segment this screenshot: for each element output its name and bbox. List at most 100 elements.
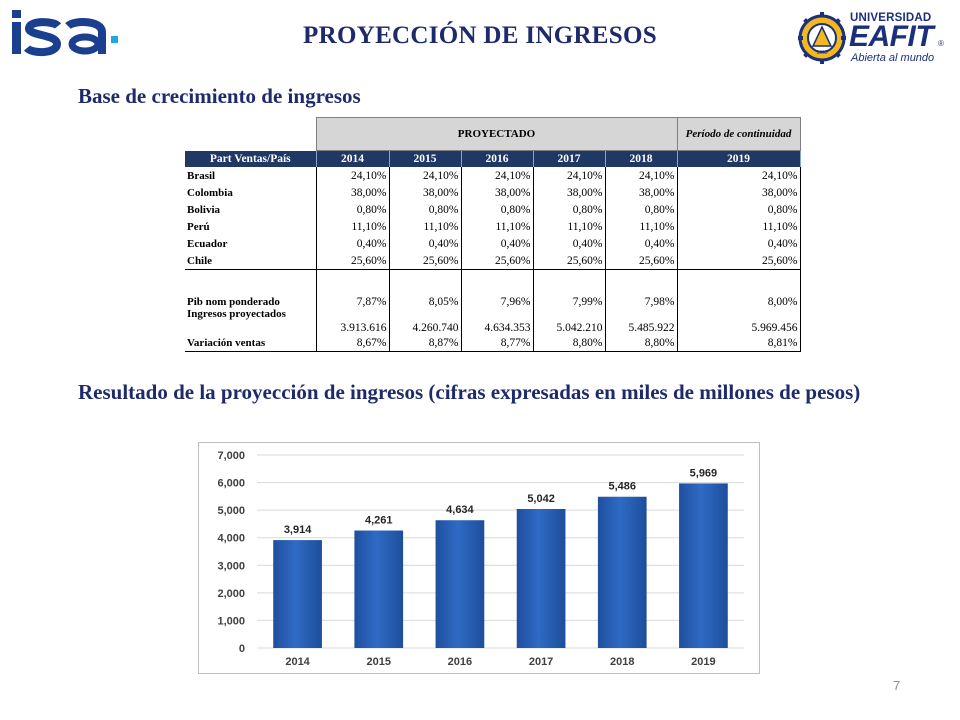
table-cell: 4.260.740 [388, 308, 461, 334]
data-label: 3,914 [284, 524, 312, 536]
table-cell: 8,80% [532, 334, 605, 352]
bar [435, 520, 485, 648]
row-label: Ingresos proyectados [187, 308, 286, 320]
table-cell: 0,40% [315, 235, 389, 252]
table-row: Variación ventas 8,67% 8,87% 8,77% 8,80% 8,80… [185, 334, 801, 352]
table-cell: 0,40% [388, 235, 461, 252]
y-tick-label: 3,000 [217, 560, 245, 572]
x-tick-label: 2018 [610, 656, 634, 668]
table-cell: 24,10% [460, 167, 533, 184]
table-cell: 0,80% [604, 201, 677, 218]
eafit-logo: 1960 UNIVERSIDAD EAFIT ® Abierta al mund… [798, 8, 950, 68]
table-cell [532, 269, 605, 282]
table-cell: 8,77% [460, 334, 533, 352]
row-label: Variación ventas [185, 334, 316, 352]
growth-table: PROYECTADO Período de continuidad Part V… [185, 117, 801, 352]
table-cell: 5.969.456 [676, 308, 801, 334]
x-tick-label: 2015 [367, 656, 391, 668]
row-label: Bolivia [187, 203, 221, 216]
y-tick-label: 1,000 [217, 615, 245, 627]
y-tick-label: 0 [239, 643, 245, 655]
table-cell: 24,10% [604, 167, 677, 184]
bar [354, 530, 404, 648]
table-cell: 38,00% [532, 184, 605, 201]
table-cell [185, 270, 316, 283]
column-header-year: 2019 [677, 150, 801, 167]
chart-canvas: 0 1,000 2,000 3,000 4,000 5,000 6,000 7,000 3,91… [217, 450, 744, 668]
y-tick-label: 6,000 [217, 478, 245, 490]
table-cell: 4.634.353 [460, 308, 533, 334]
table-cell: 8,67% [315, 334, 389, 352]
table-cell: 38,00% [315, 184, 389, 201]
projected-header: PROYECTADO [315, 117, 678, 151]
bar [679, 483, 728, 648]
table-cell: 25,60% [315, 252, 389, 270]
y-tick-label: 5,000 [217, 505, 245, 517]
table-cell: 7,96% [460, 282, 533, 308]
table-cell: 0,40% [460, 235, 533, 252]
table-cell: 0,40% [604, 235, 677, 252]
table-cell: 38,00% [460, 184, 533, 201]
eafit-seal-icon: 1960 [798, 12, 846, 64]
seal-year: 1960 [816, 50, 827, 56]
table-row: Perú 11,10% 11,10% 11,10% 11,10% 11,10% 11,10% [185, 218, 801, 235]
table-cell: 38,00% [676, 184, 801, 201]
data-label: 4,634 [446, 504, 474, 516]
eafit-registered-mark: ® [938, 39, 944, 48]
table-cell: 0,80% [315, 201, 389, 218]
table-cell: 8,81% [676, 334, 801, 352]
table-cell: 3.913.616 [315, 308, 389, 334]
table-cell: 25,60% [460, 252, 533, 270]
row-label: Brasil [187, 169, 216, 182]
table-group-header-row: PROYECTADO Período de continuidad [185, 117, 801, 151]
column-header-year: 2017 [533, 150, 606, 167]
table-cell [604, 269, 677, 282]
table-cell: 11,10% [532, 218, 605, 235]
table-cell: 11,10% [388, 218, 461, 235]
row-label: Chile [185, 252, 316, 270]
eafit-line1: UNIVERSIDAD [850, 12, 932, 24]
row-label: Perú [187, 220, 210, 233]
table-cell: 8,05% [388, 282, 461, 308]
table-cell: 24,10% [315, 167, 389, 184]
table-cell: 0,80% [460, 201, 533, 218]
table-cell: 8,87% [388, 334, 461, 352]
table-cell: 0,40% [676, 235, 801, 252]
isa-logo [12, 10, 118, 57]
revenue-bar-chart: 0 1,000 2,000 3,000 4,000 5,000 6,000 7,000 3,91… [198, 442, 760, 674]
table-row: Ingresos proyectados 3.913.616 4.260.740 4.… [185, 308, 801, 334]
eafit-slogan: Abierta al mundo [851, 52, 935, 64]
continuity-header: Período de continuidad [676, 117, 801, 151]
table-cell: 8,00% [676, 282, 801, 308]
table-cell: 25,60% [604, 252, 677, 270]
y-tick-label: 2,000 [217, 588, 245, 600]
table-cell: 38,00% [604, 184, 677, 201]
table-cell: 25,60% [676, 252, 801, 270]
table-row: Brasil 24,10% 24,10% 24,10% 24,10% 24,10% 24,1… [185, 167, 801, 184]
table-cell: 24,10% [532, 167, 605, 184]
page-title: PROYECCIÓN DE INGRESOS [303, 22, 657, 49]
data-label: 4,261 [365, 515, 393, 527]
table-row: Pib nom ponderado 7,87% 8,05% 7,96% 7,99% 7,9… [185, 282, 801, 308]
table-row: Ecuador 0,40% 0,40% 0,40% 0,40% 0,40% 0,40% [185, 235, 801, 252]
table-cell: 24,10% [676, 167, 801, 184]
slide-number: 7 [893, 678, 901, 693]
table-cell: 11,10% [676, 218, 801, 235]
y-tick-label: 4,000 [217, 533, 245, 545]
table-cell: 24,10% [388, 167, 461, 184]
column-header-year: 2018 [605, 150, 678, 167]
table-cell: 0,80% [532, 201, 605, 218]
column-header-year: 2014 [316, 150, 390, 167]
row-label: Colombia [187, 186, 233, 199]
table-cell: 0,80% [388, 201, 461, 218]
table-cell: 7,98% [604, 282, 677, 308]
table-cell: 11,10% [315, 218, 389, 235]
table-cell: 25,60% [388, 252, 461, 270]
x-tick-label: 2016 [448, 656, 472, 668]
table-cell [388, 269, 461, 282]
table-cell: 5.042.210 [532, 308, 605, 334]
section-title-growth-base: Base de crecimiento de ingresos [78, 84, 361, 108]
data-label: 5,486 [608, 481, 636, 493]
row-label: Pib nom ponderado [187, 296, 280, 308]
table-cell [676, 269, 801, 282]
